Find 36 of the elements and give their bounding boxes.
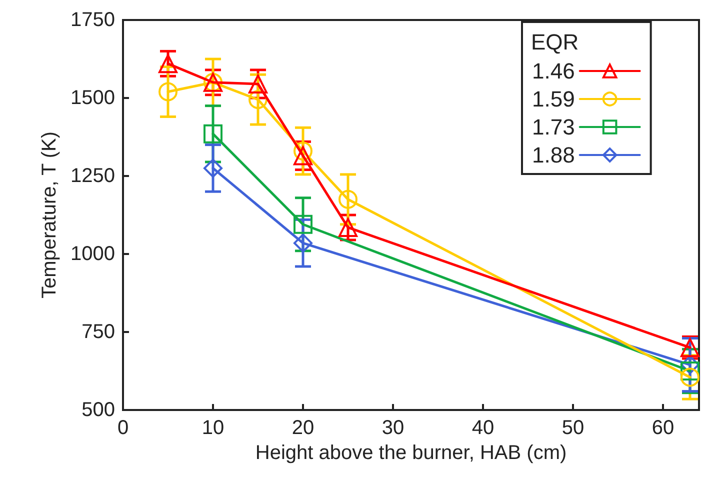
point	[680, 362, 700, 380]
legend-label: 1.46	[532, 58, 575, 84]
legend-label: 1.88	[532, 142, 575, 168]
x-tick-label: 20	[292, 417, 314, 439]
point	[204, 158, 222, 178]
y-tick-label: 500	[82, 399, 115, 421]
point	[294, 146, 312, 166]
point	[294, 214, 312, 234]
y-tick-label: 1000	[70, 243, 115, 265]
point	[204, 124, 222, 144]
point	[680, 368, 700, 387]
point	[248, 74, 268, 94]
x-axis-title: Height above the burner, HAB (cm)	[255, 442, 567, 464]
y-axis-title: Temperature, T (K)	[38, 131, 61, 299]
y-tick-label: 1250	[70, 165, 115, 187]
point	[158, 54, 178, 74]
y-tick-label: 1500	[70, 87, 115, 109]
legend-label: 1.59	[532, 86, 575, 112]
x-tick-label: 10	[202, 417, 224, 439]
point	[338, 190, 358, 209]
point	[294, 142, 312, 161]
x-tick-label: 0	[117, 417, 129, 439]
point	[294, 234, 312, 253]
legend-label: 1.73	[532, 114, 575, 140]
point	[680, 355, 700, 374]
x-tick-label: 30	[382, 417, 404, 439]
x-tick-label: 60	[652, 417, 674, 439]
point	[680, 338, 700, 358]
legend-title: EQR	[531, 30, 579, 54]
x-tick-label: 50	[562, 417, 584, 439]
x-tick-label: 40	[472, 417, 494, 439]
point	[338, 218, 358, 237]
point	[248, 90, 268, 110]
point	[158, 82, 178, 102]
y-tick-label: 750	[82, 321, 115, 343]
y-tick-label: 1750	[70, 9, 115, 31]
